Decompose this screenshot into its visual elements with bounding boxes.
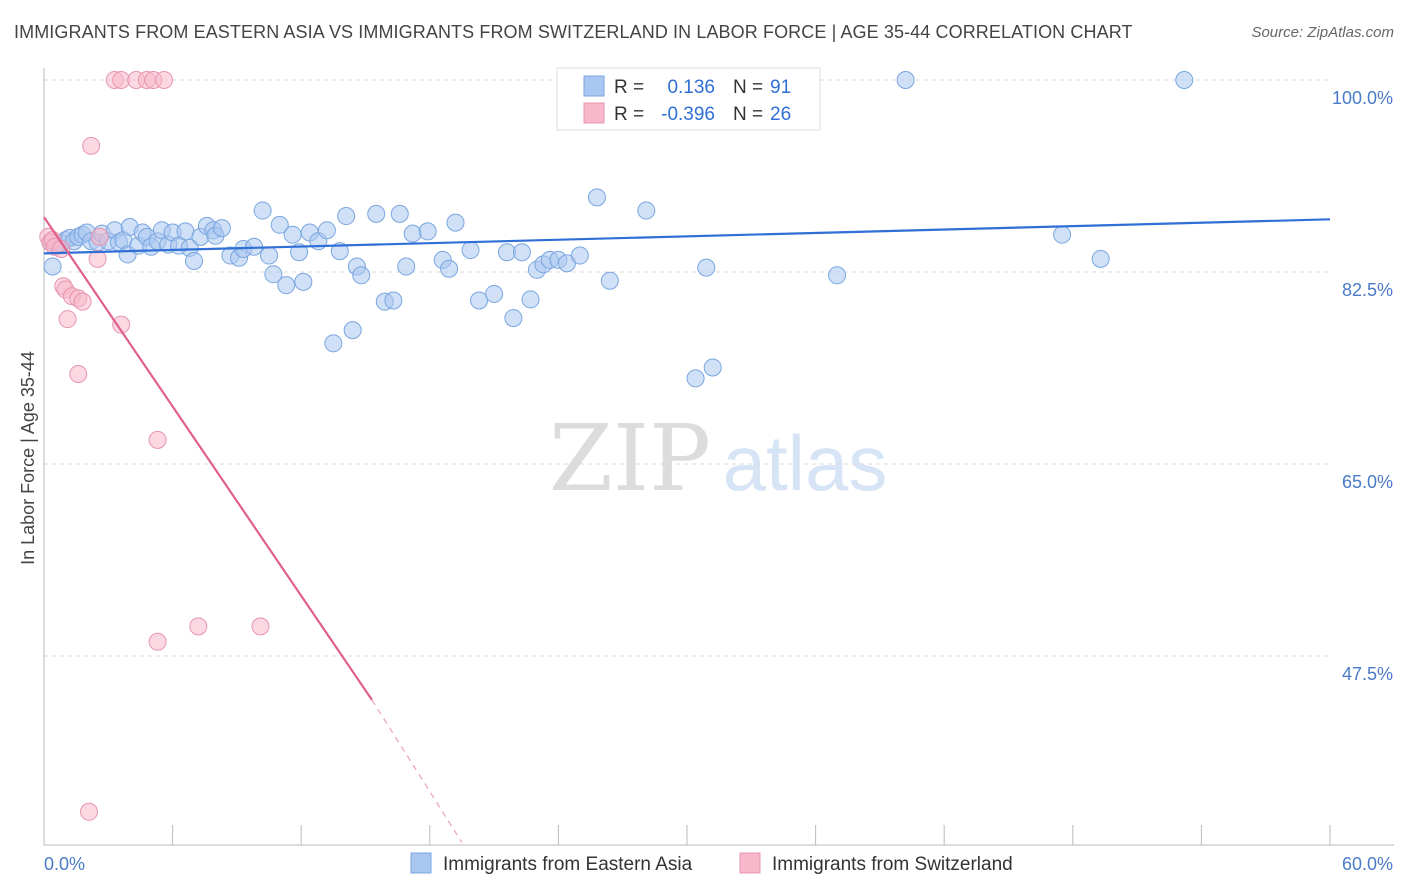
bottom-legend-label-switzerland: Immigrants from Switzerland [772,854,1013,875]
chart-source: Source: ZipAtlas.com [1251,24,1394,41]
point-series0-35 [212,219,231,238]
bottom-legend-swatch-eastern-asia [410,852,432,874]
stats-legend-swatch-switzerland [583,102,605,124]
stats-legend-n-label-switzerland: N = [733,104,763,125]
stats-legend-n-value-eastern-asia: 91 [770,77,791,98]
y-axis-title: In Labor Force | Age 35-44 [18,351,38,565]
point-series1-15 [112,71,131,89]
bottom-legend: Immigrants from Eastern Asia Immigrants … [410,852,1013,875]
stats-legend: R = 0.136 N = 91 R = -0.396 N = 26 [556,67,821,131]
point-series1-21 [69,365,88,384]
watermark-zip: ZIP [549,405,711,512]
y-tick-label-1: 82.5% [1342,280,1393,300]
point-series0-79 [570,246,589,265]
point-series0-41 [260,246,279,265]
bottom-legend-label-eastern-asia: Immigrants from Eastern Asia [443,854,693,875]
point-series0-62 [403,224,422,243]
point-series1-13 [90,227,109,246]
point-series1-24 [189,617,208,636]
trend-line-series1 [43,216,373,701]
stats-legend-r-label-eastern-asia: R = [614,77,644,98]
point-series1-7 [58,310,77,329]
point-series0-1 [43,257,62,276]
y-tick-label-3: 47.5% [1342,664,1393,684]
stats-legend-r-value-switzerland: -0.396 [661,104,715,125]
point-series0-44 [277,276,296,295]
point-series1-23 [148,632,167,651]
y-tick-label-0: 100.0% [1332,88,1393,108]
point-series0-52 [330,242,349,261]
point-series1-25 [251,617,270,636]
point-series0-70 [497,243,516,262]
point-series0-47 [294,272,313,291]
point-series0-40 [253,201,272,220]
stats-legend-swatch-eastern-asia [583,75,605,97]
point-series0-65 [440,259,459,278]
point-series0-46 [290,243,309,262]
point-series0-82 [637,201,656,220]
point-series0-89 [1053,225,1072,244]
point-series0-87 [828,266,847,285]
data-points [39,71,1194,821]
point-series1-20 [112,315,131,334]
point-series0-67 [461,241,480,260]
point-series0-45 [283,225,302,244]
point-series0-61 [397,257,416,276]
point-series0-72 [512,243,531,262]
point-series0-50 [317,221,336,240]
point-series0-81 [600,271,619,290]
point-series0-42 [264,265,283,284]
point-series0-84 [697,258,716,277]
gridlines [44,79,1330,657]
tick-labels: 100.0% 82.5% 65.0% 47.5% 0.0% 60.0% [44,88,1393,874]
axes [43,68,1394,846]
point-series0-80 [587,188,606,207]
point-series0-54 [343,321,362,340]
point-series1-22 [148,430,167,449]
watermark-atlas: atlas [723,419,888,507]
chart-title: IMMIGRANTS FROM EASTERN ASIA VS IMMIGRAN… [14,22,1133,42]
point-series1-26 [80,802,99,821]
stats-legend-r-value-eastern-asia: 0.136 [667,77,715,98]
point-series0-63 [418,222,437,241]
point-series0-71 [504,309,523,328]
point-series0-85 [703,358,722,377]
point-series1-12 [88,249,107,268]
point-series0-91 [1175,71,1194,89]
trend-lines [43,216,1331,843]
stats-legend-n-value-switzerland: 26 [770,104,791,125]
x-tick-label-start: 0.0% [44,854,85,874]
point-series0-59 [384,291,403,310]
stats-legend-n-label-eastern-asia: N = [733,77,763,98]
point-series1-11 [82,136,101,155]
point-series0-88 [896,71,915,89]
stats-legend-r-label-switzerland: R = [614,104,644,125]
y-tick-label-2: 65.0% [1342,472,1393,492]
x-tick-label-end: 60.0% [1342,854,1393,874]
watermark: ZIP atlas [549,405,887,512]
point-series0-60 [390,204,409,223]
point-series0-83 [686,369,705,388]
point-series0-51 [324,334,343,353]
point-series0-73 [521,290,540,309]
point-series0-28 [176,222,195,241]
point-series0-43 [270,215,289,234]
point-series0-90 [1091,249,1110,268]
point-series0-69 [485,284,504,303]
point-series0-68 [470,291,489,310]
trend-extension-series1 [371,699,463,843]
point-series0-66 [446,213,465,232]
trend-line-series0 [43,218,1331,255]
point-series1-10 [73,292,92,311]
point-series0-30 [185,252,204,271]
point-series0-57 [367,204,386,223]
point-series1-19 [155,71,174,89]
bottom-legend-swatch-switzerland [739,852,761,874]
point-series0-56 [352,266,371,285]
point-series0-53 [337,207,356,226]
